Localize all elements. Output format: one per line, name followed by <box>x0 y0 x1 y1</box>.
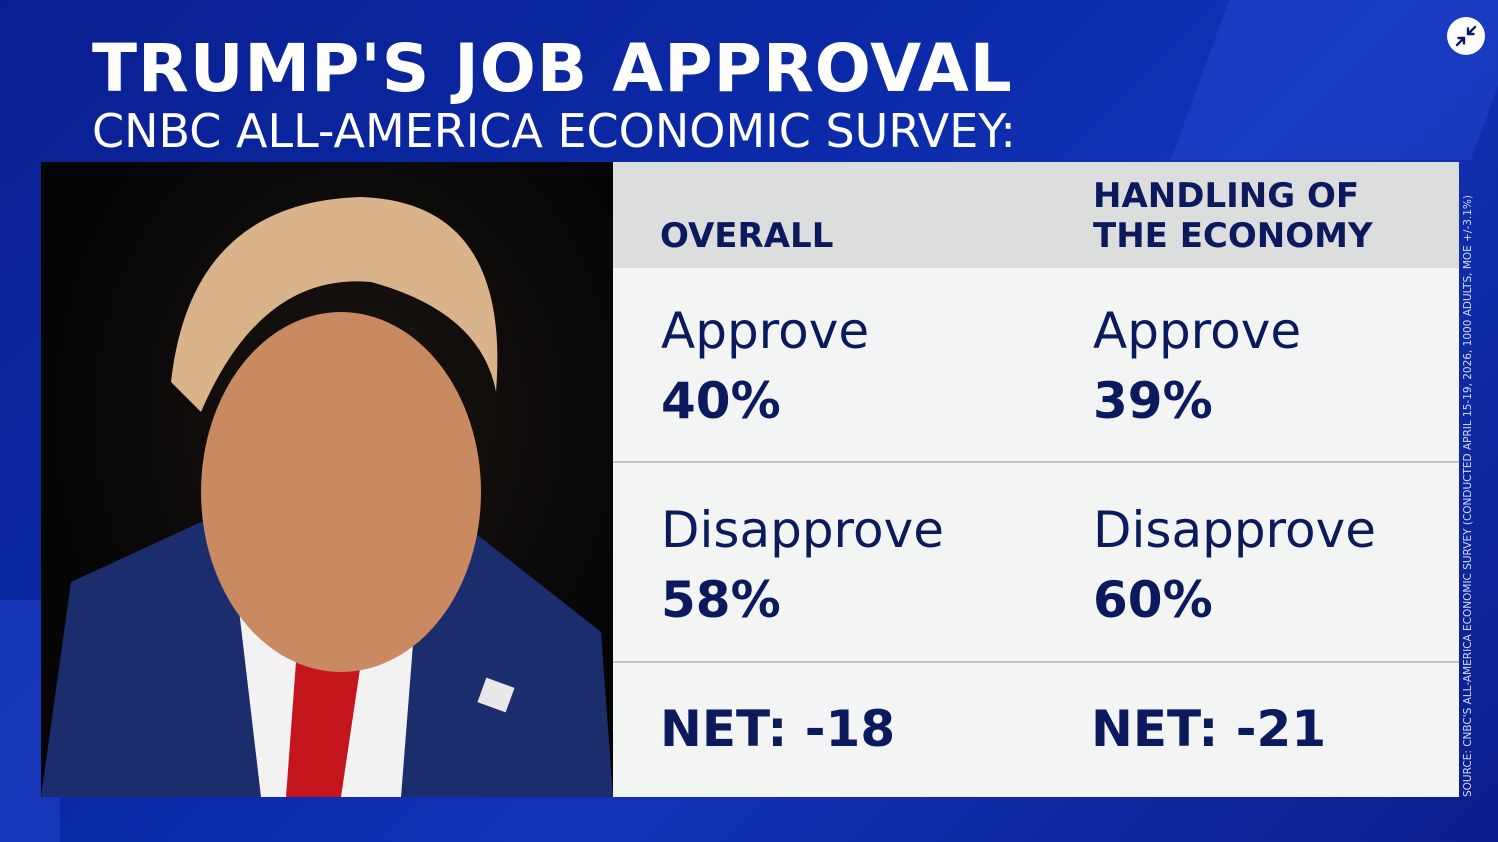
table-header: OVERALL HANDLING OF THE ECONOMY <box>613 162 1459 268</box>
source-note: SOURCE: CNBC'S ALL-AMERICA ECONOMIC SURV… <box>1462 194 1474 797</box>
collapse-arrows-icon <box>1455 25 1477 47</box>
approval-table: OVERALL HANDLING OF THE ECONOMY Approve … <box>613 162 1459 797</box>
overall-net: NET: -18 <box>660 700 896 758</box>
column-header-overall: OVERALL <box>660 216 834 256</box>
page-subtitle: CNBC ALL-AMERICA ECONOMIC SURVEY: <box>92 104 1016 158</box>
economy-approve-value: 39% <box>1093 372 1213 430</box>
overall-approve-value: 40% <box>661 372 781 430</box>
background-shape <box>1170 0 1498 160</box>
table-row: Approve 40% Approve 39% <box>613 268 1459 463</box>
table-row: Disapprove 58% Disapprove 60% <box>613 463 1459 663</box>
overall-disapprove-value: 58% <box>661 571 781 629</box>
approve-label: Approve <box>661 302 870 360</box>
disapprove-label: Disapprove <box>1093 501 1376 559</box>
portrait-photo <box>41 162 613 797</box>
approve-label: Approve <box>1093 302 1302 360</box>
exit-fullscreen-button[interactable] <box>1447 17 1485 55</box>
column-header-economy: HANDLING OF THE ECONOMY <box>1093 176 1373 256</box>
economy-net: NET: -21 <box>1091 700 1327 758</box>
economy-disapprove-value: 60% <box>1093 571 1213 629</box>
disapprove-label: Disapprove <box>661 501 944 559</box>
page-title: TRUMP'S JOB APPROVAL <box>92 30 1013 107</box>
